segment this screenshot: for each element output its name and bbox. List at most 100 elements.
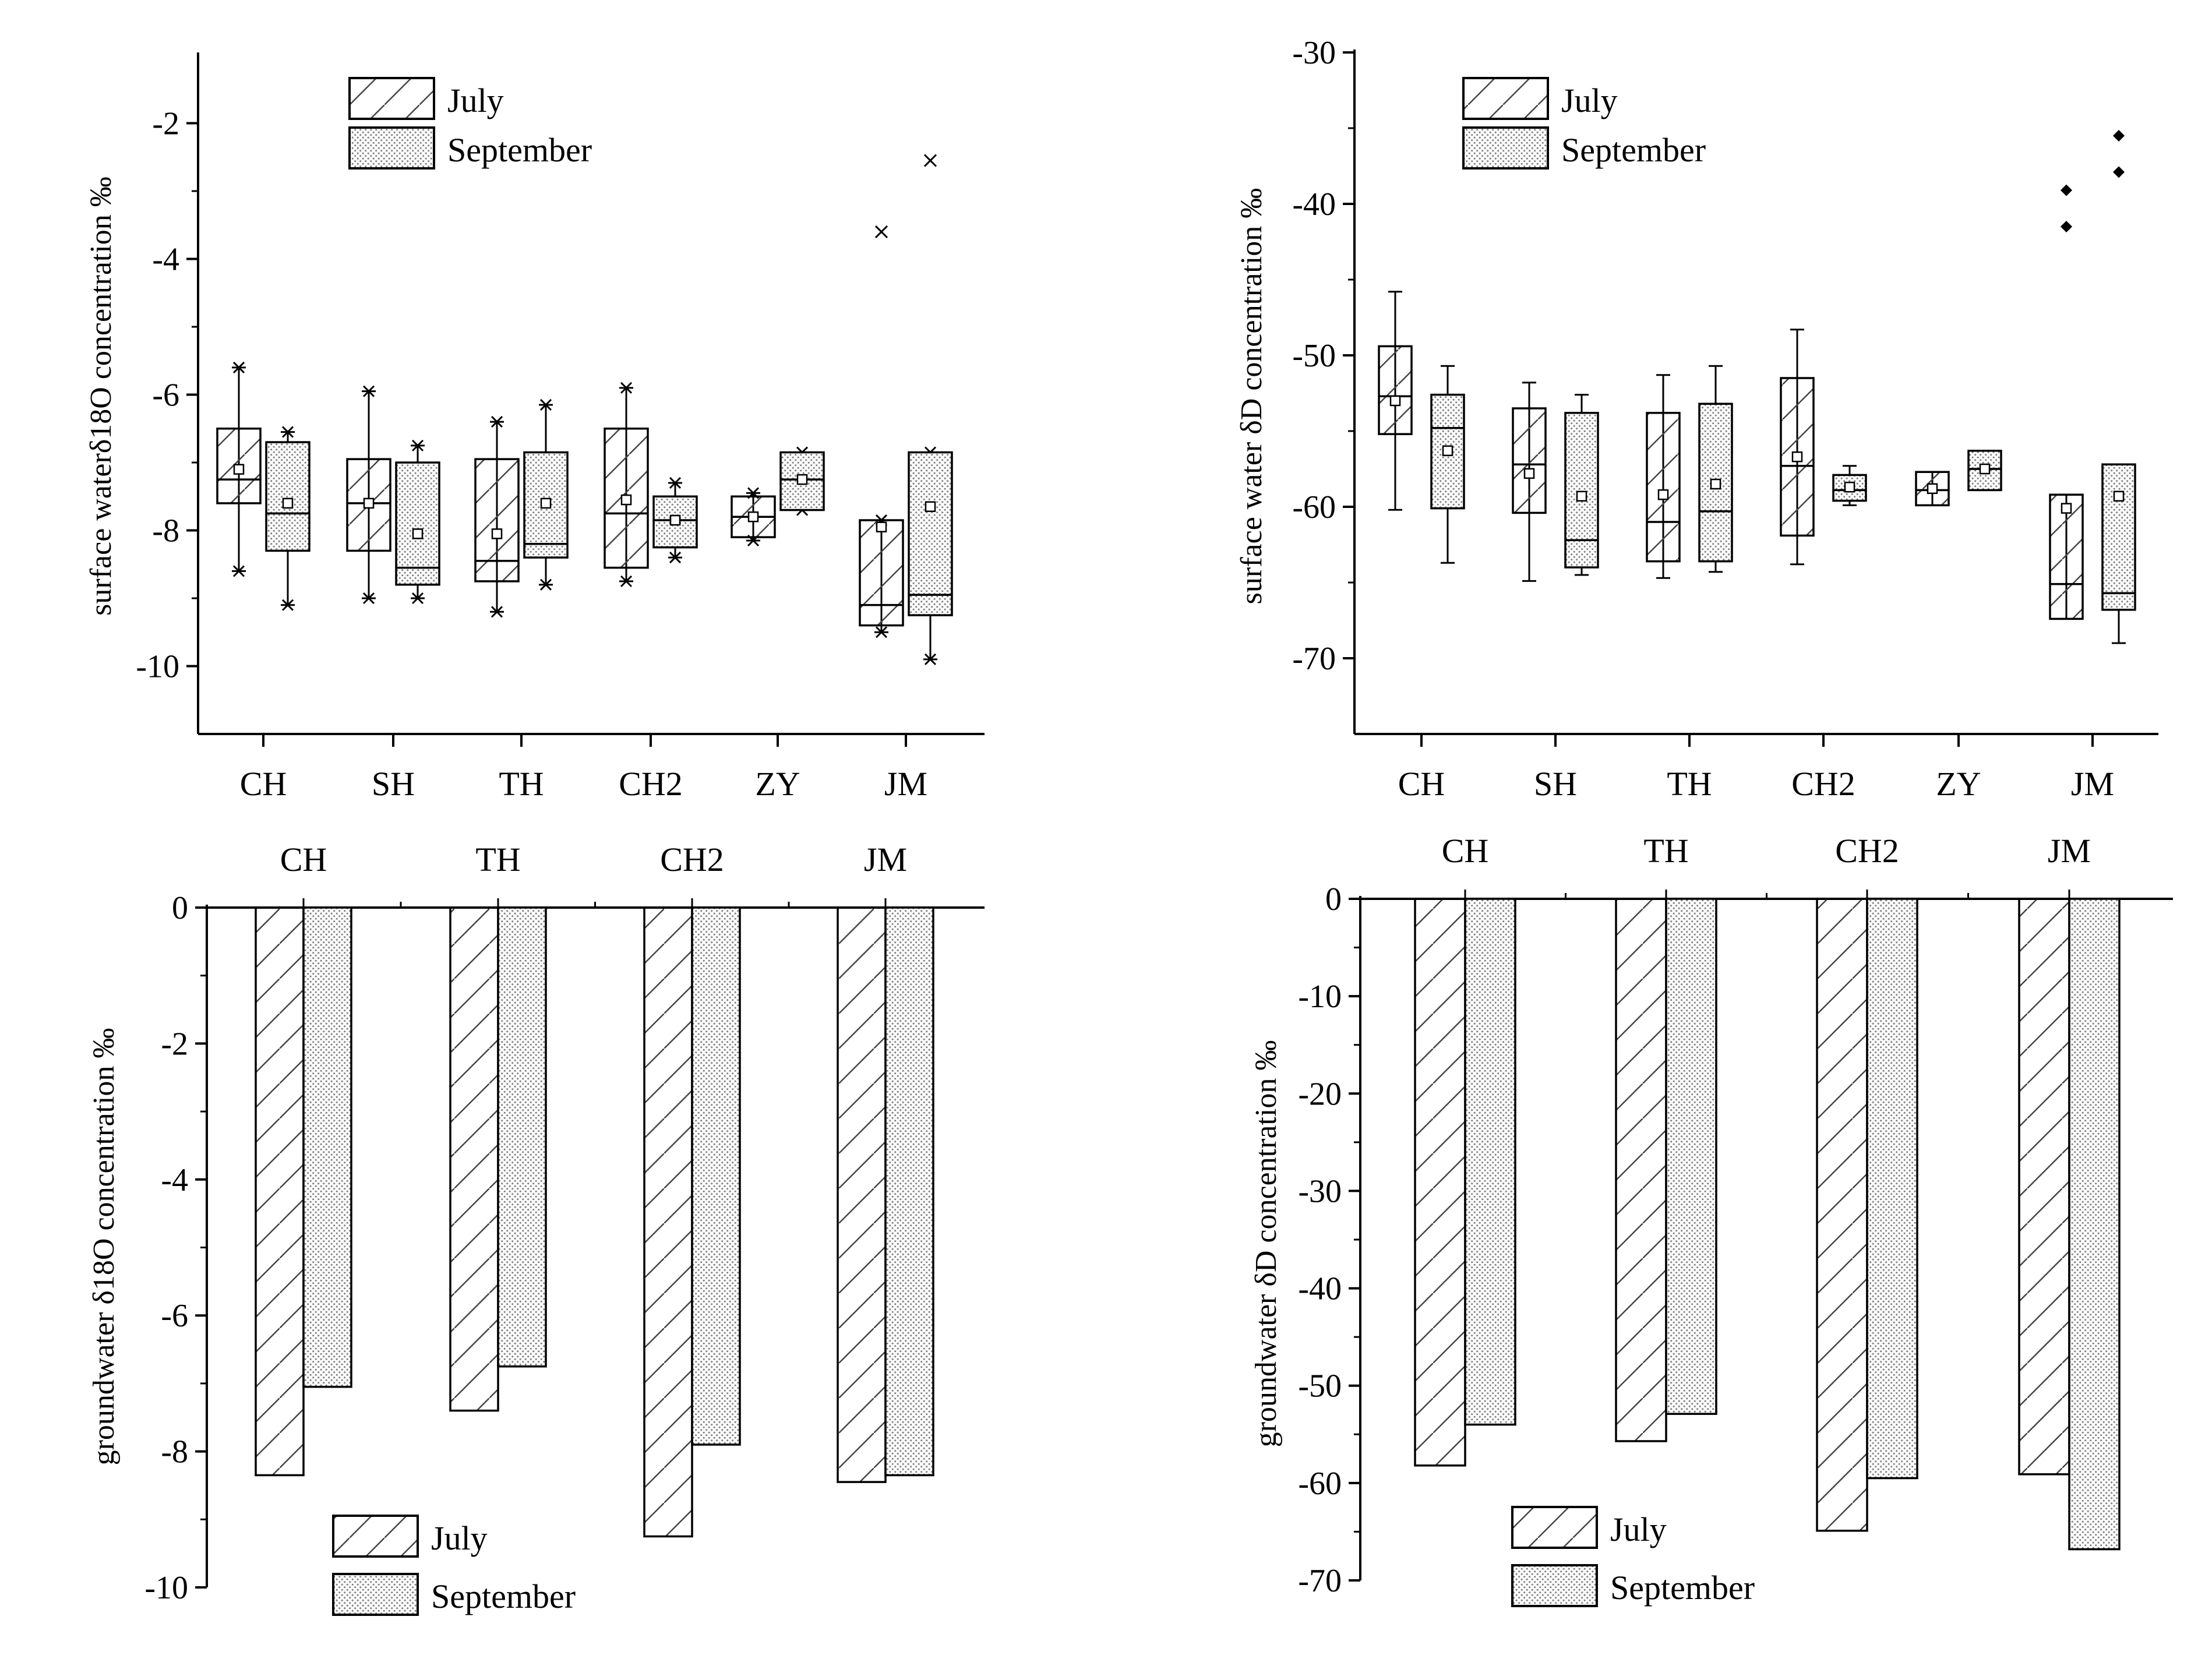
mean-marker-september-ch2 <box>1844 481 1855 493</box>
y-tick-label: 0 <box>172 890 188 926</box>
legend-swatch-september <box>1462 126 1549 170</box>
whisker-marker-bottom-july-jm <box>875 626 888 638</box>
outlier-july-jm-0 <box>874 225 888 238</box>
legend-label-september: September <box>447 131 592 169</box>
mean-marker-september-jm <box>2113 490 2125 502</box>
whisker-marker-bottom-september-jm <box>924 653 937 665</box>
legend-label-july: July <box>1610 1510 1667 1548</box>
mean-marker-september-zy <box>796 474 808 485</box>
mean-marker-july-zy <box>1927 483 1938 495</box>
y-tick-label: -70 <box>1292 641 1336 677</box>
bar-september-jm <box>2068 898 2121 1551</box>
x-tick-label-ch2: CH2 <box>1835 832 1899 870</box>
x-tick-label-th: TH <box>499 765 544 803</box>
legend-swatch-july <box>1511 1506 1598 1549</box>
x-tick-label-ch2: CH2 <box>1791 765 1855 803</box>
mean-marker-september-jm <box>925 501 936 512</box>
mean-marker-july-sh <box>363 497 375 509</box>
mean-marker-july-th <box>491 528 503 539</box>
x-tick-label-ch: CH <box>240 765 287 803</box>
mean-marker-september-th <box>1710 478 1721 490</box>
y-tick-label: -6 <box>161 1298 188 1334</box>
box-july-zy <box>1915 471 1950 507</box>
outlier-july-jm-0 <box>2061 184 2072 196</box>
box-july-ch <box>1378 345 1413 435</box>
whisker-marker-bottom-september-ch2 <box>669 552 682 564</box>
mean-marker-september-ch2 <box>669 514 681 526</box>
x-tick-label-ch: CH <box>1398 765 1445 803</box>
whisker-marker-top-september-ch <box>281 426 294 438</box>
bar-september-ch2 <box>1866 898 1918 1480</box>
mean-marker-september-sh <box>412 528 424 539</box>
outlier-july-jm-1 <box>2061 221 2072 232</box>
bar-july-ch <box>255 906 305 1477</box>
legend-swatch-july <box>1462 77 1549 120</box>
x-tick-label-ch: CH <box>1442 832 1489 870</box>
mean-marker-september-zy <box>1979 463 1991 475</box>
mean-marker-july-ch <box>233 464 245 475</box>
y-tick-label: -8 <box>152 513 179 549</box>
mean-marker-september-sh <box>1576 490 1587 502</box>
x-tick-label-ch2: CH2 <box>619 765 683 803</box>
y-tick-label: -20 <box>1298 1076 1342 1112</box>
y-tick-label: -8 <box>161 1434 188 1470</box>
box-july-jm <box>859 519 904 627</box>
whisker-marker-top-september-ch2 <box>669 477 682 489</box>
x-tick-label-jm: JM <box>2071 765 2114 803</box>
box-september-sh <box>395 461 440 586</box>
outlier-september-jm-0 <box>2113 130 2125 142</box>
legend-swatch-september <box>332 1573 419 1616</box>
y-axis-label: surface water δD concentration ‰ <box>1235 188 1268 605</box>
y-tick-label: -40 <box>1292 186 1336 223</box>
box-july-th <box>1646 412 1681 563</box>
bar-september-ch <box>1464 898 1516 1426</box>
x-tick-label-sh: SH <box>372 765 415 803</box>
legend-swatch-september <box>348 126 435 170</box>
bar-september-ch <box>302 906 352 1388</box>
y-tick-label: -70 <box>1298 1563 1342 1599</box>
x-tick-label-jm: JM <box>864 841 907 878</box>
mean-marker-july-ch <box>1389 395 1401 407</box>
box-july-jm <box>2049 493 2084 620</box>
mean-marker-july-jm <box>2061 503 2072 514</box>
y-tick-label: -4 <box>152 242 179 278</box>
outlier-september-jm-0 <box>923 154 937 167</box>
x-tick-label-ch: CH <box>280 841 327 878</box>
y-tick-label: -10 <box>1298 979 1342 1015</box>
bar-july-ch2 <box>1816 898 1868 1532</box>
whisker-marker-bottom-september-th <box>539 578 552 591</box>
bar-september-th <box>497 906 547 1368</box>
y-tick-label: -50 <box>1298 1368 1342 1404</box>
chart-groundwater-d18o: 0 -2 -4 -6 -8 -10 CH TH CH2 JM groundwater δ18O co… <box>87 841 985 1616</box>
box-september-ch <box>265 441 311 552</box>
bar-july-jm <box>837 906 887 1483</box>
whisker-marker-bottom-september-sh <box>411 592 424 605</box>
mean-marker-july-ch2 <box>1791 451 1803 463</box>
mean-marker-july-sh <box>1523 468 1535 479</box>
box-july-th <box>474 458 520 583</box>
whisker-marker-bottom-july-th <box>491 606 503 618</box>
whisker-marker-bottom-july-ch2 <box>620 575 633 587</box>
mean-marker-september-ch <box>282 497 294 509</box>
y-axis-label: groundwater δD concentration ‰ <box>1250 1040 1283 1448</box>
bar-july-th <box>1615 898 1667 1442</box>
box-september-jm <box>908 451 953 616</box>
y-tick-label: -2 <box>161 1026 188 1062</box>
x-tick-label-th: TH <box>1643 832 1688 870</box>
y-tick-label: 0 <box>1325 881 1342 917</box>
bar-july-jm <box>2018 898 2070 1476</box>
whisker-marker-top-july-sh <box>362 385 375 397</box>
x-tick-label-jm: JM <box>884 765 927 803</box>
whisker-marker-top-july-th <box>491 416 503 428</box>
whisker-marker-bottom-september-ch <box>281 599 294 611</box>
x-tick-label-ch2: CH2 <box>660 841 724 878</box>
x-tick-label-th: TH <box>475 841 520 878</box>
mean-marker-july-ch2 <box>620 494 632 506</box>
whisker-marker-bottom-july-ch <box>232 565 245 577</box>
bar-september-jm <box>884 906 934 1477</box>
legend-swatch-july <box>332 1515 419 1558</box>
y-axis-label: groundwater δ18O concentration ‰ <box>87 1028 121 1466</box>
box-september-jm <box>2101 463 2136 611</box>
